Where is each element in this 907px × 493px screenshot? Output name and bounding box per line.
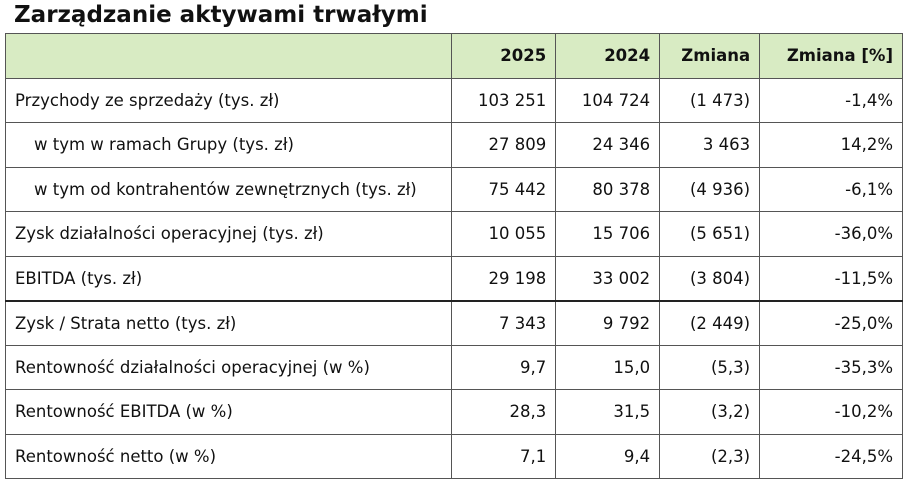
table: 2025 2024 Zmiana Zmiana [%] Przychody ze sp… — [4, 33, 903, 479]
cell: 103 251 — [451, 77, 557, 123]
row-label: w tym w ramach Grupy (tys. zł) — [4, 122, 453, 168]
column-header: 2025 — [451, 33, 557, 79]
cell: -11,5% — [759, 255, 903, 301]
header-row: 2025 2024 Zmiana Zmiana [%] — [4, 33, 903, 79]
title: Zarządzanie aktywami trwałymi — [14, 2, 428, 28]
table-row: Rentowność EBITDA (w %) 28,3 31,5 (3,2) -10,… — [4, 389, 903, 435]
cell: -25,0% — [759, 299, 903, 346]
cell: 104 724 — [555, 77, 661, 123]
row-label: Rentowność EBITDA (w %) — [4, 389, 453, 435]
header-cell — [4, 33, 453, 79]
cell: 9,7 — [451, 344, 557, 390]
table-row: Rentowność działalności operacyjnej (w %… — [4, 344, 903, 390]
cell: 28,3 — [451, 389, 557, 435]
cell: -1,4% — [759, 77, 903, 123]
row-label: Rentowność działalności operacyjnej (w %… — [4, 344, 453, 390]
cell: 33 002 — [555, 255, 661, 301]
table-row: Przychody ze sprzedaży (tys. zł) 103 251 1… — [4, 77, 903, 123]
row-label: w tym od kontrahentów zewnętrznych (tys.… — [4, 166, 453, 212]
column-header: 2024 — [555, 33, 661, 79]
cell: (5 651) — [659, 211, 761, 257]
cell: 29 198 — [451, 255, 557, 301]
cell: 15 706 — [555, 211, 661, 257]
row-label: Przychody ze sprzedaży (tys. zł) — [4, 77, 453, 123]
cell: -35,3% — [759, 344, 903, 390]
cell: -36,0% — [759, 211, 903, 257]
table-row: Rentowność netto (w %) 7,1 9,4 (2,3) -24,5% — [4, 433, 903, 479]
cell: -24,5% — [759, 433, 903, 479]
cell: 9,4 — [555, 433, 661, 479]
cell: 75 442 — [451, 166, 557, 212]
cell: 31,5 — [555, 389, 661, 435]
row-label: Rentowność netto (w %) — [4, 433, 453, 479]
cell: 15,0 — [555, 344, 661, 390]
cell: 10 055 — [451, 211, 557, 257]
row-label: Zysk działalności operacyjnej (tys. zł) — [4, 211, 453, 257]
row-label: Zysk / Strata netto (tys. zł) — [4, 299, 453, 346]
table-row: w tym w ramach Grupy (tys. zł) 27 809 24 3… — [4, 122, 903, 168]
table-row: EBITDA (tys. zł) 29 198 33 002 (3 804) -11,5… — [4, 255, 903, 301]
table-row: w tym od kontrahentów zewnętrznych (tys.… — [4, 166, 903, 212]
cell: -10,2% — [759, 389, 903, 435]
cell: 27 809 — [451, 122, 557, 168]
cell: 14,2% — [759, 122, 903, 168]
cell: (3,2) — [659, 389, 761, 435]
cell: 24 346 — [555, 122, 661, 168]
cell: (5,3) — [659, 344, 761, 390]
cell: 7,1 — [451, 433, 557, 479]
table-row: Zysk działalności operacyjnej (tys. zł) 1… — [4, 211, 903, 257]
table-row: Zysk / Strata netto (tys. zł) 7 343 9 792(… — [4, 299, 903, 346]
cell: (3 804) — [659, 255, 761, 301]
column-header: Zmiana [%] — [759, 33, 903, 79]
cell: (4 936) — [659, 166, 761, 212]
cell: (2 449) — [659, 299, 761, 346]
cell: (1 473) — [659, 77, 761, 123]
cell: 3 463 — [659, 122, 761, 168]
column-header: Zmiana — [659, 33, 761, 79]
cell: 80 378 — [555, 166, 661, 212]
cell: 7 343 — [451, 299, 557, 346]
row-label: EBITDA (tys. zł) — [4, 255, 453, 301]
cell: (2,3) — [659, 433, 761, 479]
cell: 9 792 — [555, 299, 661, 346]
cell: -6,1% — [759, 166, 903, 212]
